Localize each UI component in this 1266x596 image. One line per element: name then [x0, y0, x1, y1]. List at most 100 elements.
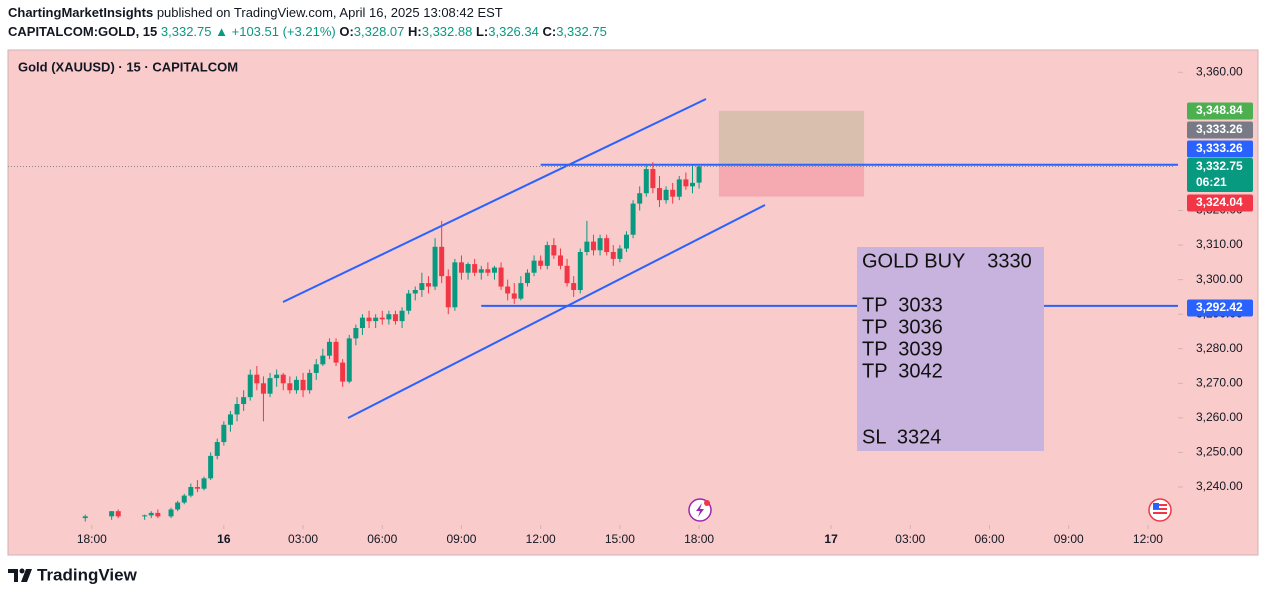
price-tag	[1187, 140, 1253, 158]
replay-icon[interactable]	[688, 498, 712, 522]
candle-body	[392, 314, 398, 322]
candle-body	[227, 414, 233, 425]
candle-body	[617, 248, 623, 259]
candle-body	[478, 269, 484, 273]
x-tick-label: 16	[217, 532, 231, 546]
candle-body	[630, 203, 636, 235]
x-tick-label: 18:00	[77, 532, 107, 546]
y-tick-label: 3,270.00	[1196, 375, 1243, 389]
candle-body	[333, 341, 339, 363]
candle-body	[432, 246, 438, 287]
y-tick-label: 3,240.00	[1196, 479, 1243, 493]
candle-body	[650, 169, 656, 189]
price-tag-label: 3,292.42	[1196, 300, 1243, 314]
candle-body	[175, 502, 181, 510]
low-value: 3,326.34	[488, 24, 539, 39]
candle-body	[208, 455, 214, 479]
candle-body	[340, 362, 346, 382]
note-box	[857, 247, 1044, 451]
brand: TradingView	[37, 565, 138, 584]
candle-body	[564, 265, 570, 284]
candle-body	[544, 245, 550, 266]
x-tick-label: 06:00	[975, 532, 1005, 546]
price-tag	[1187, 194, 1253, 212]
candle-body	[115, 511, 121, 517]
flag-icon[interactable]	[1148, 498, 1172, 522]
candle-body	[313, 364, 319, 373]
candle-body	[485, 269, 491, 273]
position-target-zone	[718, 110, 865, 165]
candle-body	[241, 397, 247, 405]
candle-body	[247, 374, 253, 398]
countdown: 06:21	[1196, 175, 1227, 189]
price-tag	[1187, 102, 1253, 120]
x-tick-label: 12:00	[526, 532, 556, 546]
last-price: 3,332.75	[161, 24, 212, 39]
price-tag-label: 3,324.04	[1196, 195, 1243, 209]
candle-body	[366, 317, 372, 322]
candle-body	[373, 317, 379, 322]
candle-body	[280, 374, 286, 384]
candle-body	[571, 283, 577, 290]
candle-body	[538, 260, 544, 266]
x-tick-label: 09:00	[446, 532, 476, 546]
candle-body	[109, 511, 115, 517]
high-value: 3,332.88	[422, 24, 473, 39]
low-label: L:	[476, 24, 488, 39]
candle-body	[452, 262, 458, 308]
candle-body	[511, 293, 517, 299]
x-tick-label: 09:00	[1054, 532, 1084, 546]
candle-body	[201, 478, 207, 489]
candle-body	[214, 442, 220, 456]
candle-body	[425, 283, 431, 287]
x-tick-label: 15:00	[605, 532, 635, 546]
candle-body	[406, 293, 412, 311]
candle-body	[557, 255, 563, 266]
candle-body	[670, 189, 676, 197]
x-tick-label: 18:00	[684, 532, 714, 546]
axes: 3,240.00 3,250.00 3,260.00 3,270.00 3,280.00…	[77, 64, 1243, 546]
candle-body	[155, 512, 161, 517]
y-tick-label: 3,310.00	[1196, 237, 1243, 251]
candle-body	[643, 169, 649, 194]
candle-body	[194, 486, 200, 489]
candle-body	[307, 372, 313, 391]
close-value: 3,332.75	[556, 24, 607, 39]
note-line: TP 3039	[862, 338, 943, 360]
y-tick-label: 3,250.00	[1196, 445, 1243, 459]
candle-body	[260, 383, 266, 394]
candle-body	[142, 515, 148, 517]
note-line: TP 3042	[862, 360, 943, 382]
candle-body	[181, 495, 187, 503]
candle-body	[82, 516, 88, 519]
chart-background	[7, 49, 1259, 556]
candle-body	[590, 241, 596, 251]
published: published on TradingView.com, April 16, …	[157, 5, 503, 20]
price-tag	[1187, 299, 1253, 317]
candle-body	[188, 486, 194, 496]
change-arrow: ▲	[215, 24, 228, 39]
x-tick-label: 03:00	[288, 532, 318, 546]
price-tag-label: 3,333.26	[1196, 141, 1243, 155]
channel-upper	[282, 98, 707, 303]
y-tick-label: 3,280.00	[1196, 341, 1243, 355]
close-label: C:	[542, 24, 556, 39]
candle-body	[346, 338, 352, 382]
x-tick-label: 03:00	[895, 532, 925, 546]
price-tag	[1187, 121, 1253, 139]
candle-body	[689, 182, 695, 187]
price-tag-label: 3,332.75	[1196, 159, 1243, 173]
candle-body	[584, 241, 590, 252]
note-line: TP 3036	[862, 316, 943, 338]
candle-body	[505, 286, 511, 294]
y-tick-label: 3,260.00	[1196, 410, 1243, 424]
candle-body	[524, 272, 530, 284]
candle-body	[498, 267, 504, 287]
candle-body	[399, 310, 405, 322]
footer-logo: TradingView	[8, 565, 138, 584]
candle-body	[577, 251, 583, 290]
candle-body	[604, 238, 610, 252]
candle-body	[221, 424, 227, 443]
